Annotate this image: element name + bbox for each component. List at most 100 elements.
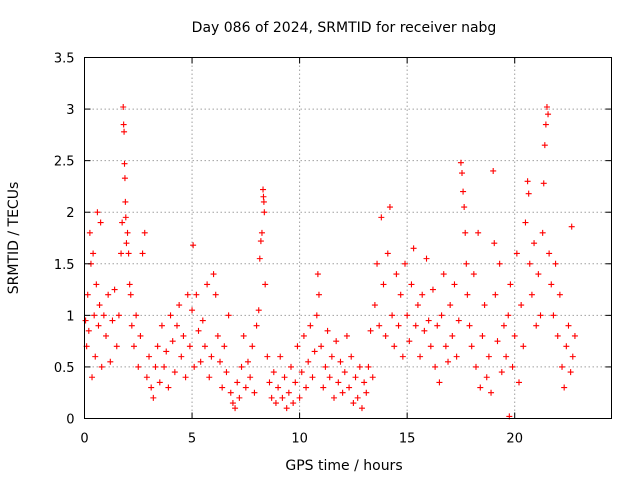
data-point	[404, 312, 411, 319]
data-point	[483, 374, 490, 381]
data-point	[236, 394, 243, 401]
data-point	[234, 379, 241, 386]
data-point	[91, 312, 98, 319]
data-point	[541, 142, 548, 149]
data-point	[206, 374, 213, 381]
data-point	[561, 384, 568, 391]
data-point	[261, 209, 268, 216]
data-point	[171, 369, 178, 376]
x-axis-label: GPS time / hours	[285, 458, 402, 474]
data-point	[285, 389, 292, 396]
data-point	[298, 369, 305, 376]
data-point	[494, 338, 501, 345]
data-point	[156, 379, 163, 386]
data-point	[520, 343, 527, 350]
data-point	[531, 240, 538, 247]
data-point	[109, 317, 116, 324]
data-point	[371, 302, 378, 309]
data-point	[559, 363, 566, 370]
data-point	[410, 245, 417, 252]
data-point	[139, 250, 146, 257]
data-point	[208, 353, 215, 360]
y-axis-label: SRMTID / TECUs	[6, 182, 22, 295]
data-point	[477, 384, 484, 391]
data-point	[533, 322, 540, 329]
data-point	[449, 332, 456, 339]
data-point	[391, 343, 398, 350]
data-point	[84, 291, 91, 298]
data-point	[107, 358, 114, 365]
data-point	[384, 250, 391, 257]
data-point	[163, 348, 170, 355]
data-point	[255, 307, 262, 314]
data-point	[287, 363, 294, 370]
data-point	[125, 250, 132, 257]
data-point	[472, 363, 479, 370]
data-point	[328, 353, 335, 360]
x-tick-labels: 0 5 10 15 20	[80, 432, 523, 447]
data-point	[146, 353, 153, 360]
data-point	[296, 394, 303, 401]
grid	[84, 57, 612, 419]
data-point	[258, 229, 265, 236]
data-point	[244, 358, 251, 365]
data-point	[526, 260, 533, 267]
data-point	[378, 214, 385, 221]
data-point	[491, 240, 498, 247]
data-point	[193, 291, 200, 298]
data-point	[397, 291, 404, 298]
data-point	[339, 389, 346, 396]
data-point	[464, 291, 471, 298]
data-point	[256, 255, 263, 262]
data-point	[399, 353, 406, 360]
data-point	[294, 343, 301, 350]
data-point	[374, 260, 381, 267]
data-point	[137, 332, 144, 339]
data-point	[191, 363, 198, 370]
data-point	[354, 394, 361, 401]
data-point	[434, 322, 441, 329]
data-point	[201, 343, 208, 350]
data-point	[451, 281, 458, 288]
data-point	[281, 374, 288, 381]
data-point	[421, 327, 428, 334]
data-point	[86, 229, 93, 236]
y-tick-label: 2.5	[54, 155, 75, 170]
data-point	[376, 322, 383, 329]
data-point	[178, 353, 185, 360]
data-point	[503, 353, 510, 360]
x-tick-label: 20	[506, 432, 523, 447]
data-point	[315, 291, 322, 298]
data-point	[182, 374, 189, 381]
data-point	[100, 312, 107, 319]
data-point	[479, 332, 486, 339]
data-point	[227, 389, 234, 396]
data-point	[314, 271, 321, 278]
data-point	[219, 384, 226, 391]
data-point	[417, 353, 424, 360]
data-point	[331, 394, 338, 401]
data-point	[324, 327, 331, 334]
data-point	[90, 250, 97, 257]
data-point	[466, 322, 473, 329]
data-point	[98, 363, 105, 370]
data-point	[307, 322, 314, 329]
data-point	[251, 389, 258, 396]
data-point	[121, 175, 128, 182]
data-point	[389, 312, 396, 319]
data-point	[126, 281, 133, 288]
data-point	[550, 312, 557, 319]
data-point	[260, 186, 267, 193]
data-point	[210, 271, 217, 278]
data-point	[127, 291, 134, 298]
data-point	[429, 286, 436, 293]
data-point	[498, 369, 505, 376]
data-point	[548, 281, 555, 288]
data-point	[103, 332, 110, 339]
data-point	[223, 369, 230, 376]
data-point	[167, 312, 174, 319]
data-point	[535, 271, 542, 278]
data-point	[313, 312, 320, 319]
data-point	[528, 291, 535, 298]
